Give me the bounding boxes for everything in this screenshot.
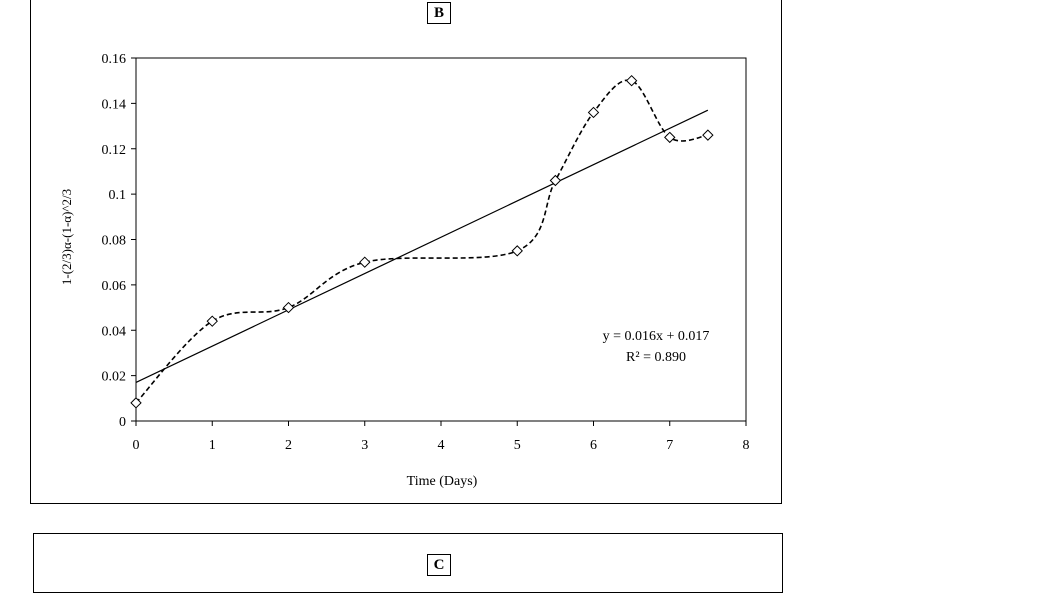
- y-tick-label: 0.1: [109, 188, 127, 203]
- data-point-marker: [587, 106, 600, 119]
- y-tick-label: 0.02: [102, 370, 127, 385]
- trendline: [135, 109, 709, 383]
- x-tick-label: 5: [514, 438, 521, 453]
- trendline-equation: y = 0.016x + 0.017: [603, 329, 710, 344]
- y-axis-label: 1-(2/3)α-(1-α)^2/3: [59, 189, 74, 285]
- data-point-marker: [511, 245, 523, 257]
- y-tick-label: 0.14: [102, 97, 127, 112]
- x-axis-label: Time (Days): [407, 474, 478, 489]
- markers-group: [130, 74, 714, 409]
- series-group: [135, 79, 709, 404]
- x-tick-label: 3: [361, 438, 368, 453]
- y-tick-label: 0.04: [102, 324, 127, 339]
- x-tick-label: 7: [666, 438, 673, 453]
- data-point-marker: [359, 256, 371, 268]
- data-point-marker: [549, 174, 562, 187]
- data-point-marker: [664, 131, 676, 144]
- y-tick-label: 0.06: [102, 279, 127, 294]
- data-point-marker: [130, 397, 142, 409]
- x-tick-label: 8: [743, 438, 750, 453]
- series-line: [135, 79, 709, 404]
- data-point-marker: [282, 301, 295, 314]
- panel-label-b: B: [427, 2, 451, 24]
- axes: 0 1 2 3 4 5 6 7 8 0 0.02 0.04 0.06 0.08 0.1 0.12 0.14 0.1…: [102, 52, 750, 453]
- data-point-marker: [702, 129, 714, 141]
- y-tick-label: 0.16: [102, 52, 127, 67]
- x-tick-label: 1: [209, 438, 216, 453]
- y-tick-label: 0.08: [102, 234, 127, 249]
- x-tick-label: 2: [285, 438, 292, 453]
- chart-panel-b: B 0 1 2 3 4 5 6 7 8 0 0.02 0.04 0.06 0.08 0.1 0.12 0.14 0…: [30, 0, 782, 504]
- panel-label-c: C: [427, 554, 451, 576]
- trendline-r-squared: R² = 0.890: [626, 350, 686, 365]
- y-tick-label: 0.12: [102, 143, 127, 158]
- x-tick-label: 4: [438, 438, 445, 453]
- line-chart: 0 1 2 3 4 5 6 7 8 0 0.02 0.04 0.06 0.08 0.1 0.12 0.14 0.1…: [59, 52, 750, 489]
- trendline-group: [135, 109, 709, 383]
- plot-area-frame: [135, 57, 747, 422]
- chart-panel-c: C: [33, 533, 783, 593]
- data-point-marker: [206, 315, 218, 327]
- y-tick-label: 0: [119, 415, 126, 430]
- x-tick-label: 6: [590, 438, 597, 453]
- x-tick-label: 0: [133, 438, 140, 453]
- data-point-marker: [625, 74, 638, 87]
